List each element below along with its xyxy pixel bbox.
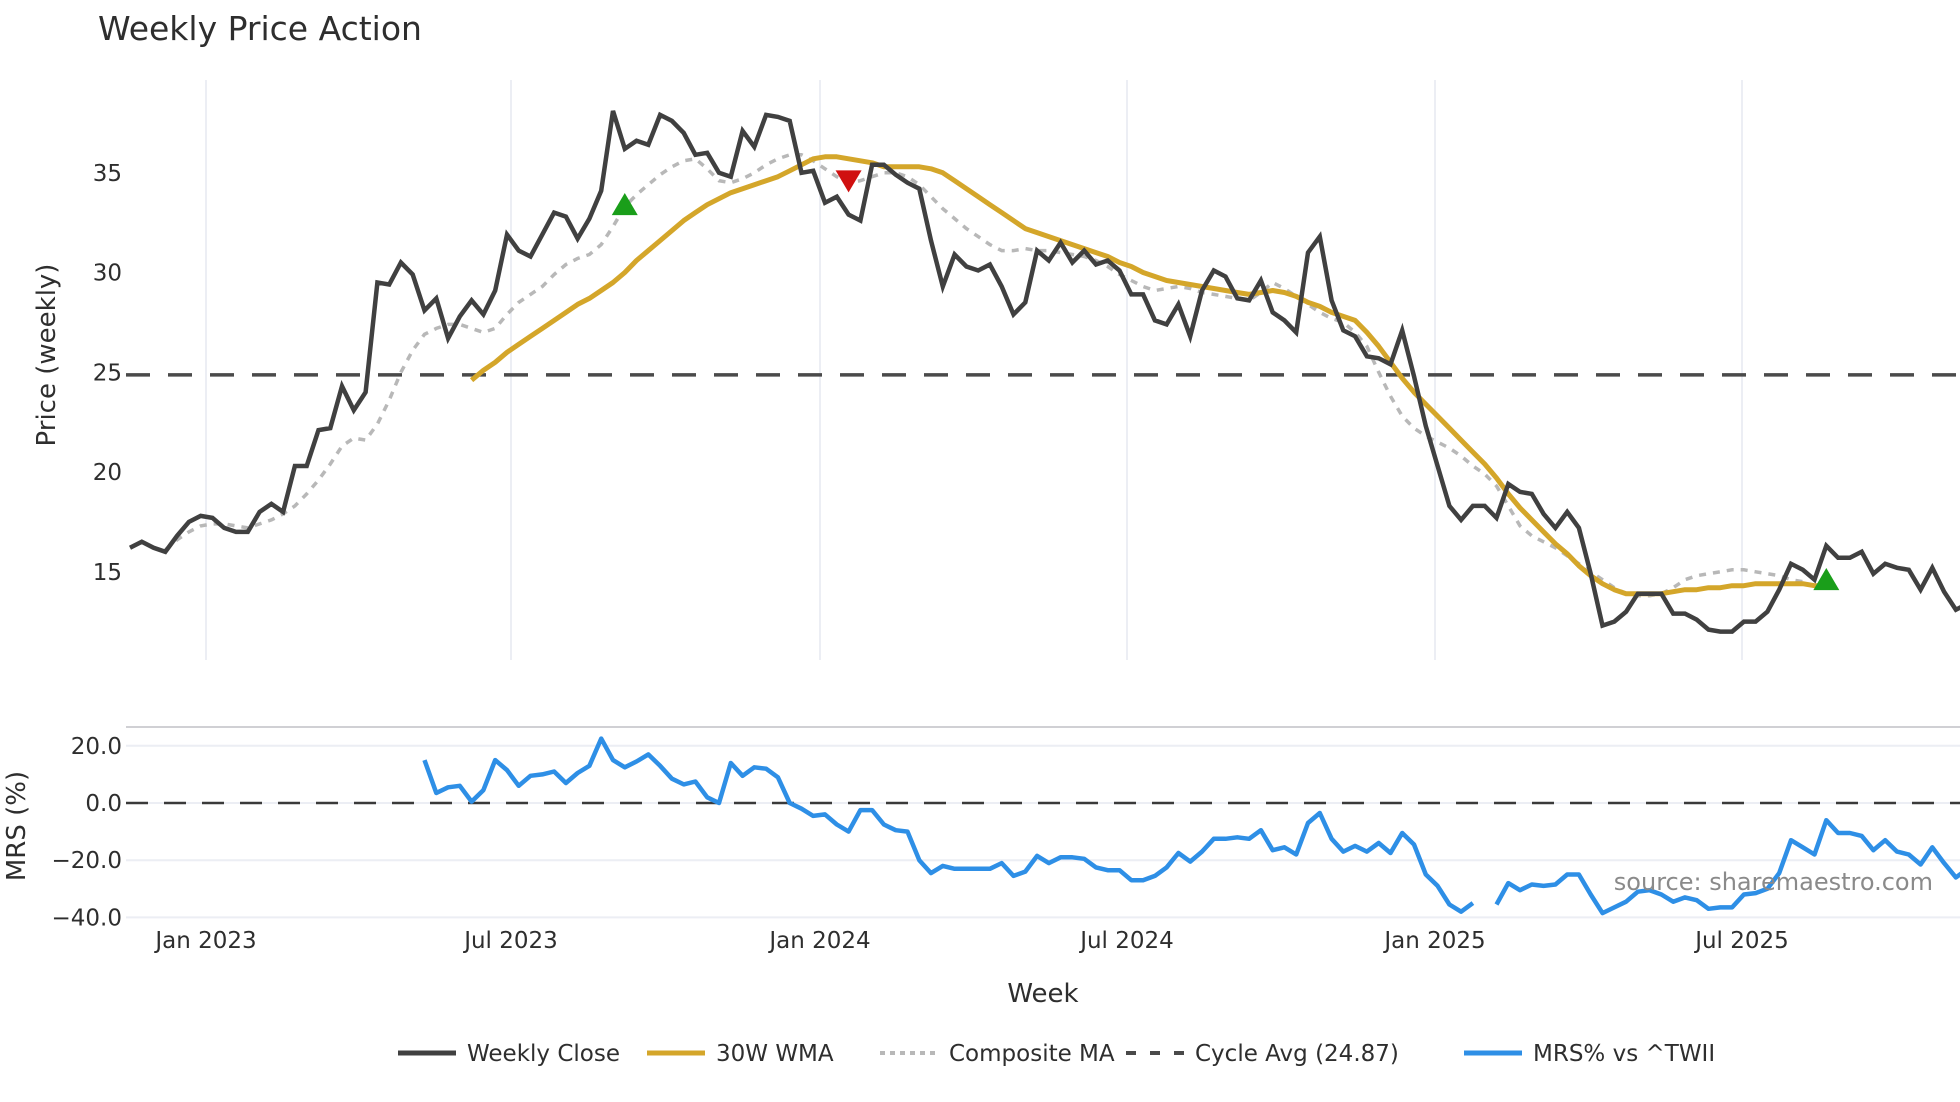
- composite-ma-line: [164, 153, 1804, 598]
- price-y-tick: 30: [93, 261, 122, 287]
- price-axis-title: Price (weekly): [32, 264, 62, 447]
- x-tick: Jul 2023: [462, 928, 558, 954]
- wma30-line: [469, 154, 1827, 597]
- price-vertical-gridlines: [205, 80, 1743, 660]
- legend: Weekly Close 30W WMA Composite MA Cycle Avg…: [398, 1041, 1715, 1067]
- legend-item: MRS% vs ^TWII: [1464, 1041, 1715, 1067]
- mrs-y-tick-labels: 20.0 0.0 −20.0 −40.0: [52, 734, 122, 932]
- legend-label: MRS% vs ^TWII: [1533, 1041, 1715, 1067]
- mrs-line: [422, 736, 1960, 916]
- sell-signal-marker: [835, 170, 862, 193]
- x-tick: Jan 2024: [767, 928, 870, 954]
- buy-signal-marker: [611, 192, 638, 216]
- mrs-axis-title: MRS (%): [2, 771, 32, 881]
- signal-markers: [611, 170, 1840, 591]
- legend-item: Weekly Close: [398, 1041, 620, 1067]
- mrs-y-tick: 20.0: [71, 734, 122, 760]
- mrs-y-tick: −20.0: [52, 848, 122, 874]
- price-y-tick-labels: 15 20 25 30 35: [93, 161, 122, 586]
- legend-label: Weekly Close: [467, 1041, 620, 1067]
- mrs-line-segment: [1494, 817, 1960, 916]
- x-tick-labels: Jan 2023 Jul 2023 Jan 2024 Jul 2024 Jan 2025…: [153, 928, 1788, 954]
- legend-item: Cycle Avg (24.87): [1126, 1041, 1399, 1067]
- price-y-tick: 25: [93, 360, 122, 386]
- legend-label: Cycle Avg (24.87): [1195, 1041, 1399, 1067]
- mrs-panel: 20.0 0.0 −20.0 −40.0 MRS (%) source: sharem…: [2, 726, 1960, 932]
- x-tick: Jul 2025: [1693, 928, 1789, 954]
- legend-item: 30W WMA: [647, 1041, 834, 1067]
- x-tick: Jul 2024: [1078, 928, 1174, 954]
- mrs-y-tick: 0.0: [85, 791, 122, 817]
- x-tick: Jan 2025: [1382, 928, 1485, 954]
- legend-item: Composite MA: [880, 1041, 1115, 1067]
- legend-label: Composite MA: [949, 1041, 1115, 1067]
- mrs-line-segment: [422, 736, 1475, 914]
- price-panel: 15 20 25 30 35 Price (weekly): [32, 80, 1960, 660]
- source-annotation: source: sharemaestro.com: [1614, 868, 1933, 896]
- buy-signal-marker: [1813, 568, 1840, 591]
- price-y-tick: 20: [93, 460, 122, 486]
- mrs-y-tick: −40.0: [52, 905, 122, 931]
- weekly-close-line: [128, 110, 1960, 634]
- x-tick: Jan 2023: [153, 928, 256, 954]
- price-y-tick: 15: [93, 560, 122, 586]
- price-y-tick: 35: [93, 161, 122, 187]
- legend-label: 30W WMA: [716, 1041, 834, 1067]
- x-axis-title: Week: [1007, 979, 1078, 1009]
- chart-title: Weekly Price Action: [98, 9, 422, 48]
